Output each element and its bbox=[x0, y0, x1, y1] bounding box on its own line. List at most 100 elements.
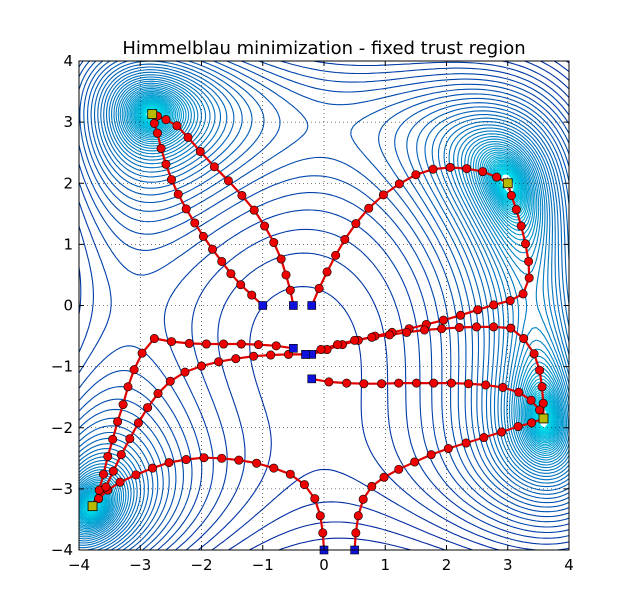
path-point bbox=[281, 270, 291, 280]
path-point bbox=[527, 418, 537, 428]
path-point bbox=[314, 283, 324, 293]
path-point bbox=[108, 466, 118, 476]
path-point bbox=[108, 434, 118, 444]
path-point bbox=[445, 162, 455, 172]
path-point bbox=[209, 162, 219, 172]
path-point bbox=[269, 463, 279, 473]
path-point bbox=[190, 218, 200, 228]
path-point bbox=[511, 205, 521, 215]
path-point bbox=[516, 221, 526, 231]
path-point bbox=[94, 494, 104, 504]
start-point bbox=[289, 301, 298, 310]
path-point bbox=[253, 340, 263, 350]
contour-lines bbox=[79, 61, 569, 550]
path-point bbox=[116, 450, 126, 460]
contour-level bbox=[80, 99, 557, 521]
path-point bbox=[217, 256, 227, 266]
path-point bbox=[461, 438, 471, 448]
path-point bbox=[505, 296, 515, 306]
path-point bbox=[364, 203, 374, 213]
path-point bbox=[537, 382, 547, 392]
path-point bbox=[161, 159, 171, 169]
y-tick-label: −3 bbox=[51, 480, 73, 498]
path-point bbox=[231, 354, 241, 364]
path-point bbox=[266, 350, 276, 360]
contour-level bbox=[82, 103, 554, 518]
path-point bbox=[183, 132, 193, 142]
contour-level bbox=[79, 61, 569, 550]
start-point bbox=[307, 301, 317, 310]
x-tick-label: −2 bbox=[190, 556, 212, 574]
path-point bbox=[521, 239, 531, 249]
path-point bbox=[201, 339, 211, 349]
y-tick-label: 2 bbox=[63, 174, 73, 192]
path-point bbox=[247, 290, 257, 300]
contour-level bbox=[211, 61, 569, 550]
path-point bbox=[103, 451, 113, 461]
path-point bbox=[479, 433, 489, 443]
chart-title: Himmelblau minimization - fixed trust re… bbox=[122, 38, 525, 59]
x-tick-label: 0 bbox=[319, 556, 329, 574]
path-point bbox=[332, 340, 342, 350]
y-tick-label: −4 bbox=[51, 541, 73, 559]
path-point bbox=[299, 480, 309, 490]
path-point bbox=[184, 338, 194, 348]
path-point bbox=[411, 378, 421, 388]
path-point bbox=[394, 179, 404, 189]
contour-level bbox=[79, 61, 569, 550]
path-point bbox=[143, 403, 153, 413]
path-point bbox=[181, 204, 191, 214]
contour-level bbox=[79, 61, 569, 550]
path-point bbox=[426, 450, 436, 460]
path-point bbox=[428, 164, 438, 174]
path-point bbox=[377, 379, 387, 389]
path-point bbox=[164, 458, 174, 468]
y-tick-label: −1 bbox=[51, 358, 73, 376]
minimum-point bbox=[502, 178, 513, 189]
start-point bbox=[301, 350, 310, 359]
path-point bbox=[535, 405, 545, 415]
path-point bbox=[101, 482, 111, 492]
path-point bbox=[165, 376, 175, 386]
minimum-point bbox=[147, 109, 158, 120]
x-tick-label: −4 bbox=[68, 556, 90, 574]
start-point bbox=[258, 301, 268, 310]
x-tick-label: −3 bbox=[129, 556, 151, 574]
path-point bbox=[271, 341, 281, 351]
contour-level bbox=[79, 63, 569, 550]
contour-level bbox=[79, 61, 569, 550]
minimum-point bbox=[87, 501, 98, 512]
path-point bbox=[526, 395, 536, 405]
path-point bbox=[518, 289, 528, 299]
path-point bbox=[199, 453, 209, 463]
path-point bbox=[315, 511, 325, 521]
path-point bbox=[358, 494, 368, 504]
path-point bbox=[195, 146, 205, 156]
path-point bbox=[472, 322, 482, 332]
path-point bbox=[153, 389, 163, 399]
path-point bbox=[394, 378, 404, 388]
contour-level bbox=[79, 82, 569, 538]
path-point bbox=[276, 254, 286, 264]
path-point bbox=[118, 400, 128, 410]
path-point bbox=[129, 365, 139, 375]
path-point bbox=[172, 121, 182, 131]
path-point bbox=[519, 334, 529, 344]
path-point bbox=[173, 189, 183, 199]
start-point bbox=[289, 343, 298, 353]
path-point bbox=[462, 164, 472, 174]
path-point bbox=[351, 528, 361, 538]
path-point bbox=[214, 357, 224, 367]
x-tick-label: 3 bbox=[503, 556, 513, 574]
path-point bbox=[125, 434, 135, 444]
path-point bbox=[446, 378, 456, 388]
path-point bbox=[350, 335, 360, 345]
path-point bbox=[514, 387, 524, 397]
path-point bbox=[385, 330, 395, 340]
path-point bbox=[226, 269, 236, 279]
path-point bbox=[506, 190, 516, 200]
minimum-point bbox=[538, 413, 549, 424]
path-point bbox=[524, 273, 534, 283]
y-tick-label: −2 bbox=[51, 419, 73, 437]
path-point bbox=[478, 167, 488, 177]
